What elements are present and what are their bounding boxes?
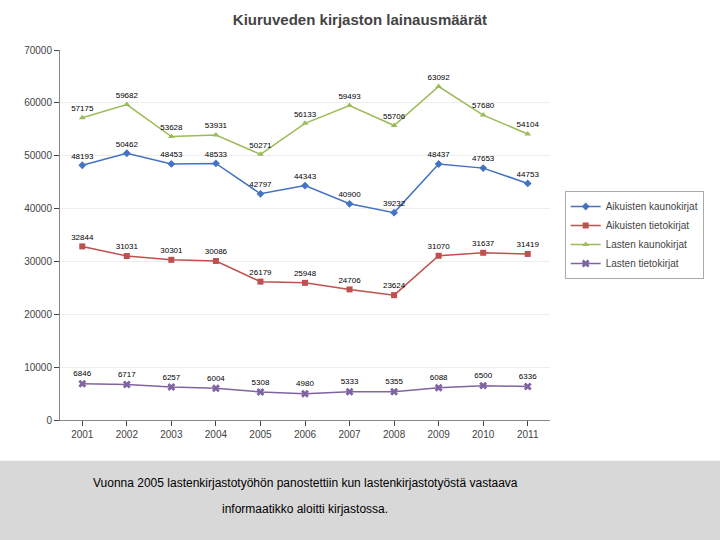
svg-text:23624: 23624 — [383, 281, 406, 290]
svg-text:2010: 2010 — [472, 429, 495, 440]
svg-text:44753: 44753 — [517, 170, 540, 179]
svg-text:59493: 59493 — [338, 92, 361, 101]
svg-text:31070: 31070 — [428, 242, 451, 251]
svg-text:Lasten kaunokirjat: Lasten kaunokirjat — [606, 239, 687, 250]
svg-text:42797: 42797 — [249, 180, 272, 189]
svg-text:56133: 56133 — [294, 110, 317, 119]
svg-text:25948: 25948 — [294, 269, 317, 278]
svg-text:54104: 54104 — [517, 120, 540, 129]
svg-text:2001: 2001 — [71, 429, 94, 440]
svg-text:63092: 63092 — [428, 73, 451, 82]
svg-text:Lasten tietokirjat: Lasten tietokirjat — [606, 258, 679, 269]
svg-text:44343: 44343 — [294, 172, 317, 181]
svg-text:Aikuisten tietokirjat: Aikuisten tietokirjat — [606, 220, 690, 231]
svg-text:57175: 57175 — [71, 104, 94, 113]
svg-text:31637: 31637 — [472, 239, 495, 248]
svg-text:53931: 53931 — [205, 121, 228, 130]
svg-text:2009: 2009 — [428, 429, 451, 440]
svg-text:5355: 5355 — [385, 377, 403, 386]
svg-text:5333: 5333 — [341, 377, 359, 386]
svg-text:6088: 6088 — [430, 373, 448, 382]
svg-text:6257: 6257 — [162, 373, 180, 382]
svg-text:0: 0 — [46, 415, 52, 426]
svg-text:39232: 39232 — [383, 199, 406, 208]
svg-text:2002: 2002 — [116, 429, 139, 440]
svg-text:53628: 53628 — [160, 123, 183, 132]
svg-text:Kiuruveden kirjaston lainausmä: Kiuruveden kirjaston lainausmäärät — [233, 11, 487, 28]
svg-text:48437: 48437 — [428, 150, 451, 159]
svg-text:50000: 50000 — [24, 150, 52, 161]
svg-text:6004: 6004 — [207, 374, 225, 383]
svg-text:47653: 47653 — [472, 154, 495, 163]
svg-text:4980: 4980 — [296, 379, 314, 388]
svg-text:2008: 2008 — [383, 429, 406, 440]
svg-text:2005: 2005 — [249, 429, 272, 440]
svg-text:informaatikko aloitti kirjasto: informaatikko aloitti kirjastossa. — [222, 502, 388, 516]
svg-text:20000: 20000 — [24, 309, 52, 320]
svg-text:60000: 60000 — [24, 97, 52, 108]
svg-text:6846: 6846 — [73, 369, 91, 378]
svg-text:2007: 2007 — [338, 429, 361, 440]
svg-text:6336: 6336 — [519, 372, 537, 381]
svg-text:40000: 40000 — [24, 203, 52, 214]
svg-text:30301: 30301 — [160, 246, 183, 255]
svg-text:32844: 32844 — [71, 233, 94, 242]
svg-text:40900: 40900 — [338, 190, 361, 199]
svg-text:2003: 2003 — [160, 429, 183, 440]
svg-text:55706: 55706 — [383, 112, 406, 121]
svg-text:2011: 2011 — [517, 429, 539, 440]
svg-text:31031: 31031 — [116, 242, 139, 251]
svg-text:30000: 30000 — [24, 256, 52, 267]
svg-text:50462: 50462 — [116, 140, 139, 149]
svg-text:30086: 30086 — [205, 247, 228, 256]
svg-text:5308: 5308 — [252, 378, 270, 387]
svg-text:6717: 6717 — [118, 370, 136, 379]
svg-text:48533: 48533 — [205, 150, 228, 159]
svg-text:Vuonna 2005 lastenkirjastotyöh: Vuonna 2005 lastenkirjastotyöhön panoste… — [93, 476, 518, 490]
svg-text:50271: 50271 — [249, 141, 272, 150]
svg-text:2006: 2006 — [294, 429, 317, 440]
svg-text:Aikuisten kaunokirjat: Aikuisten kaunokirjat — [606, 201, 698, 212]
svg-text:31419: 31419 — [517, 240, 540, 249]
svg-text:70000: 70000 — [24, 45, 52, 56]
svg-text:6500: 6500 — [474, 371, 492, 380]
svg-text:2004: 2004 — [205, 429, 228, 440]
svg-text:57680: 57680 — [472, 101, 495, 110]
svg-text:48193: 48193 — [71, 152, 94, 161]
svg-text:48453: 48453 — [160, 150, 183, 159]
svg-text:26179: 26179 — [249, 268, 272, 277]
svg-text:24706: 24706 — [338, 276, 361, 285]
svg-text:10000: 10000 — [24, 362, 52, 373]
svg-text:59682: 59682 — [116, 91, 139, 100]
